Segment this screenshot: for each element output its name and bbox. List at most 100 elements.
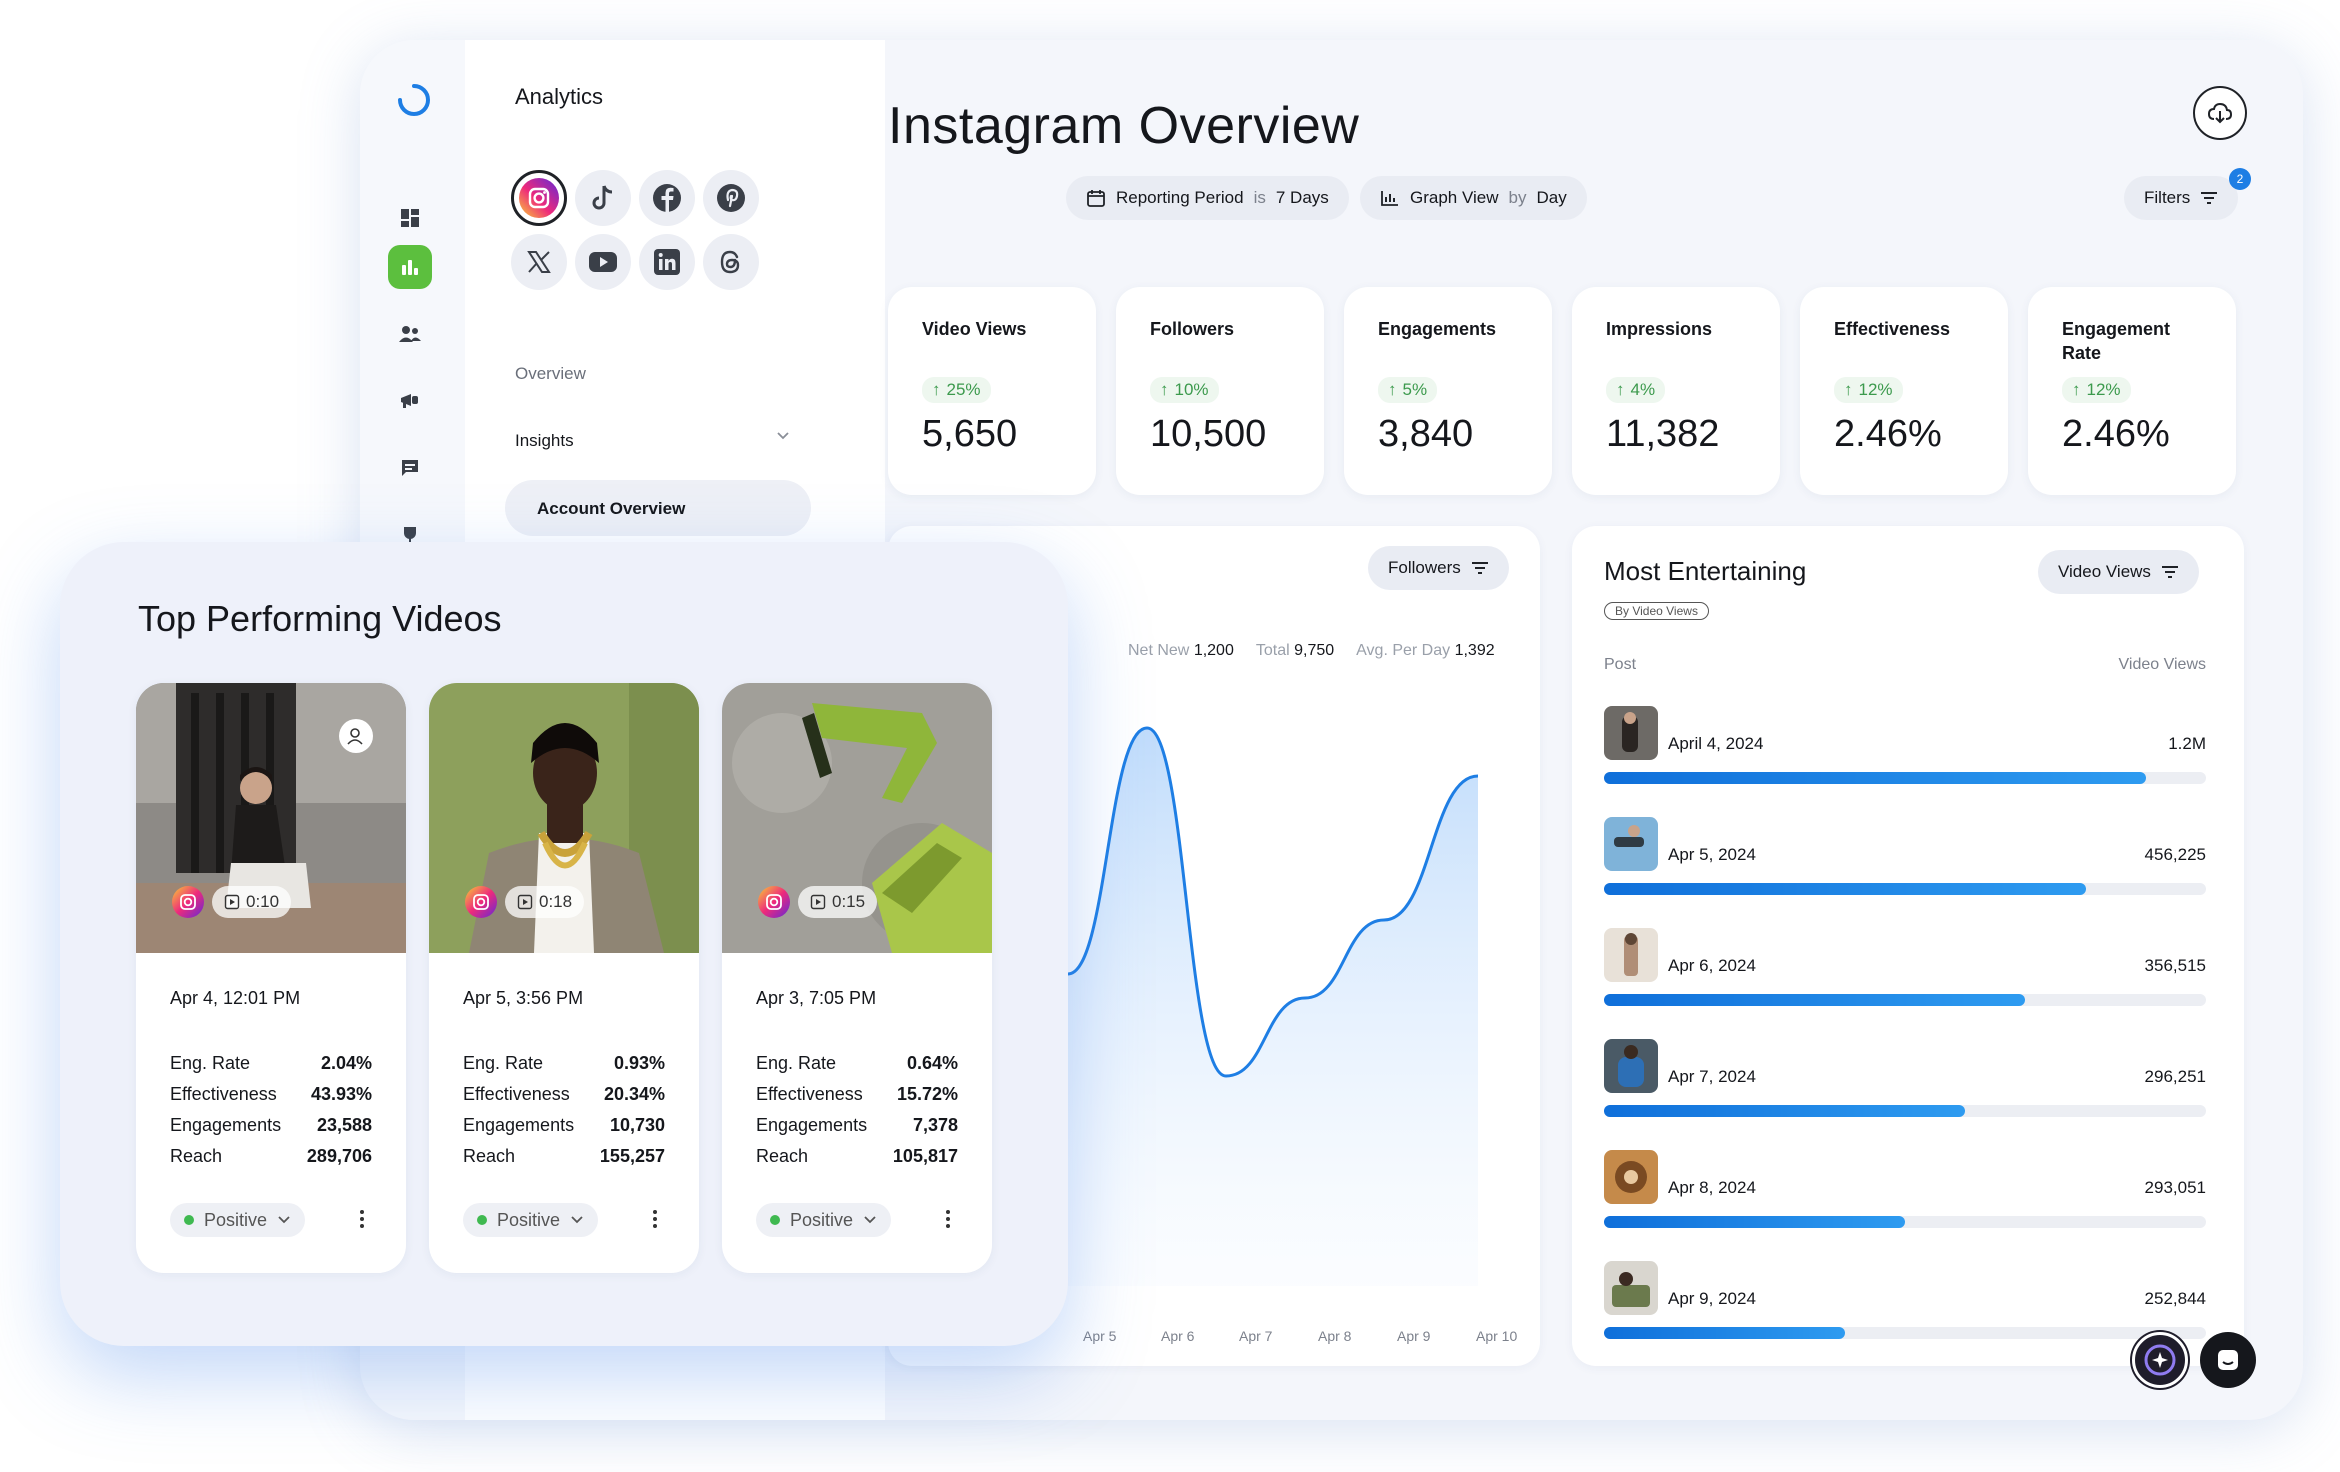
- stat-value: 0.93%: [613, 1053, 665, 1073]
- list-item[interactable]: Apr 8, 2024 293,051: [1604, 1150, 2206, 1240]
- post-date: Apr 6, 2024: [1668, 956, 1756, 975]
- list-item[interactable]: Apr 5, 2024 456,225: [1604, 817, 2206, 907]
- sentiment-dropdown[interactable]: Positive: [463, 1203, 599, 1237]
- progress-track: [1604, 1105, 2206, 1117]
- x-tick-label: Apr 7: [1239, 1328, 1273, 1344]
- list-item[interactable]: Apr 7, 2024 296,251: [1604, 1039, 2206, 1129]
- chat-support-button[interactable]: [2200, 1332, 2256, 1388]
- facebook-icon: [653, 184, 681, 212]
- entertaining-metric-filter[interactable]: Video Views: [2038, 550, 2199, 594]
- arrow-up-icon: ↑: [932, 380, 941, 399]
- instagram-network-button[interactable]: [511, 170, 567, 226]
- sentiment-dropdown[interactable]: Positive: [170, 1203, 306, 1237]
- progress-track: [1604, 1327, 2206, 1339]
- stat-value: 7,378: [912, 1115, 958, 1135]
- page-title: Instagram Overview: [888, 97, 1360, 155]
- download-button[interactable]: [2193, 86, 2247, 140]
- dashboard-icon[interactable]: [388, 196, 432, 240]
- video-card[interactable]: 0:18 Apr 5, 3:56 PM Eng. Rate 0.93% Effec…: [429, 683, 699, 1273]
- post-metric-value: 296,251: [2144, 1067, 2206, 1086]
- kpi-delta-value: 5%: [1402, 380, 1428, 399]
- video-badges: 0:18: [465, 886, 585, 918]
- list-item[interactable]: Apr 9, 2024 252,844: [1604, 1261, 2206, 1351]
- user-tag-button[interactable]: [339, 719, 373, 753]
- tiktok-network-button[interactable]: [575, 170, 631, 226]
- kpi-value: 3,840: [1378, 413, 1474, 455]
- nav-item-insights-label: Insights: [515, 431, 574, 450]
- nav-item-account-overview[interactable]: Account Overview: [505, 480, 811, 536]
- x-tick-label: Apr 10: [1476, 1328, 1517, 1344]
- x-icon: [527, 251, 551, 273]
- youtube-network-button[interactable]: [575, 234, 631, 290]
- chevron-down-icon: [777, 432, 789, 440]
- post-thumbnail: [1604, 928, 1658, 982]
- analytics-icon[interactable]: [388, 245, 432, 289]
- progress-track: [1604, 883, 2206, 895]
- nav-item-overview[interactable]: Overview: [515, 364, 586, 383]
- followers-area-chart: Apr 5 Apr 6 Apr 7 Apr 8 Apr 9 Apr 10: [1067, 726, 1517, 1344]
- video-duration: 0:15: [798, 886, 878, 918]
- kpi-label: Video Views: [922, 319, 1027, 339]
- net-new-label: Net New: [1128, 642, 1190, 659]
- threads-network-button[interactable]: [703, 234, 759, 290]
- section-title: Analytics: [515, 84, 604, 109]
- post-metric-value: 456,225: [2144, 845, 2206, 864]
- post-date: Apr 9, 2024: [1668, 1289, 1756, 1308]
- arrow-up-icon: ↑: [1844, 380, 1853, 399]
- stat-label: Reach: [463, 1146, 516, 1166]
- instagram-icon: [465, 886, 497, 918]
- positive-dot-icon: [184, 1215, 194, 1225]
- card-title: Most Entertaining: [1604, 556, 1807, 586]
- kpi-label: Impressions: [1606, 319, 1713, 339]
- instagram-icon: [519, 178, 559, 218]
- list-item[interactable]: Apr 6, 2024 356,515: [1604, 928, 2206, 1018]
- card-subtitle-tag: By Video Views: [1604, 602, 1709, 620]
- reporting-period-filter[interactable]: Reporting Period is 7 Days: [1066, 176, 1349, 220]
- total-value: 9,750: [1294, 642, 1335, 659]
- more-options-icon[interactable]: [350, 1207, 374, 1231]
- stat-label: Reach: [170, 1146, 223, 1166]
- post-date: Apr 7, 2024: [1668, 1067, 1756, 1086]
- post-thumbnail: [1604, 706, 1658, 760]
- megaphone-icon[interactable]: [388, 379, 432, 423]
- instagram-icon: [172, 886, 204, 918]
- column-header-metric: Video Views: [2118, 656, 2206, 673]
- filters-button[interactable]: Filters: [2124, 176, 2239, 220]
- stat-value: 289,706: [306, 1146, 372, 1166]
- video-stats: Eng. Rate 0.64% Effectiveness 15.72% Engag…: [756, 1048, 958, 1172]
- post-metric-value: 356,515: [2144, 956, 2206, 975]
- video-card[interactable]: 0:10 Apr 4, 12:01 PM Eng. Rate 2.04% Effe…: [136, 683, 406, 1273]
- linkedin-network-button[interactable]: [639, 234, 695, 290]
- kpi-card-engagement-rate: Engagement Rate ↑ 12% 2.46%: [2028, 287, 2236, 495]
- more-options-icon[interactable]: [643, 1207, 667, 1231]
- kpi-card-engagements: Engagements ↑ 5% 3,840: [1344, 287, 1552, 495]
- x-network-button[interactable]: [511, 234, 567, 290]
- x-tick-label: Apr 5: [1083, 1328, 1117, 1344]
- sentiment-dropdown[interactable]: Positive: [756, 1203, 892, 1237]
- graph-view-filter[interactable]: Graph View by Day: [1360, 176, 1587, 220]
- facebook-network-button[interactable]: [639, 170, 695, 226]
- stat-value: 20.34%: [603, 1084, 665, 1104]
- chart-summary-stats: Net New 1,200 Total 9,750 Avg. Per Day 1…: [1128, 642, 1495, 660]
- chat-icon[interactable]: [388, 446, 432, 490]
- chart-metric-filter[interactable]: Followers: [1368, 546, 1509, 590]
- users-icon[interactable]: [388, 312, 432, 356]
- app-logo-icon[interactable]: [392, 78, 436, 122]
- reporting-period-value: 7 Days: [1275, 188, 1329, 207]
- filter-icon: [2161, 566, 2178, 578]
- video-card[interactable]: 0:15 Apr 3, 7:05 PM Eng. Rate 0.64% Effec…: [722, 683, 992, 1273]
- progress-track: [1604, 772, 2206, 784]
- kpi-label: Effectiveness: [1834, 319, 1951, 339]
- bar-chart-icon: [1381, 191, 1398, 206]
- nav-item-insights[interactable]: Insights: [515, 431, 791, 451]
- video-icon: [224, 894, 240, 910]
- ai-assistant-button[interactable]: [2132, 1332, 2188, 1388]
- threads-icon: [720, 250, 740, 274]
- kpi-delta: ↑ 25%: [922, 377, 991, 403]
- video-stats: Eng. Rate 0.93% Effectiveness 20.34% Engag…: [463, 1048, 665, 1172]
- list-item[interactable]: April 4, 2024 1.2M: [1604, 706, 2206, 796]
- kpi-value: 5,650: [922, 413, 1018, 455]
- more-options-icon[interactable]: [936, 1207, 960, 1231]
- stat-value: 10,730: [609, 1115, 665, 1135]
- pinterest-network-button[interactable]: [703, 170, 759, 226]
